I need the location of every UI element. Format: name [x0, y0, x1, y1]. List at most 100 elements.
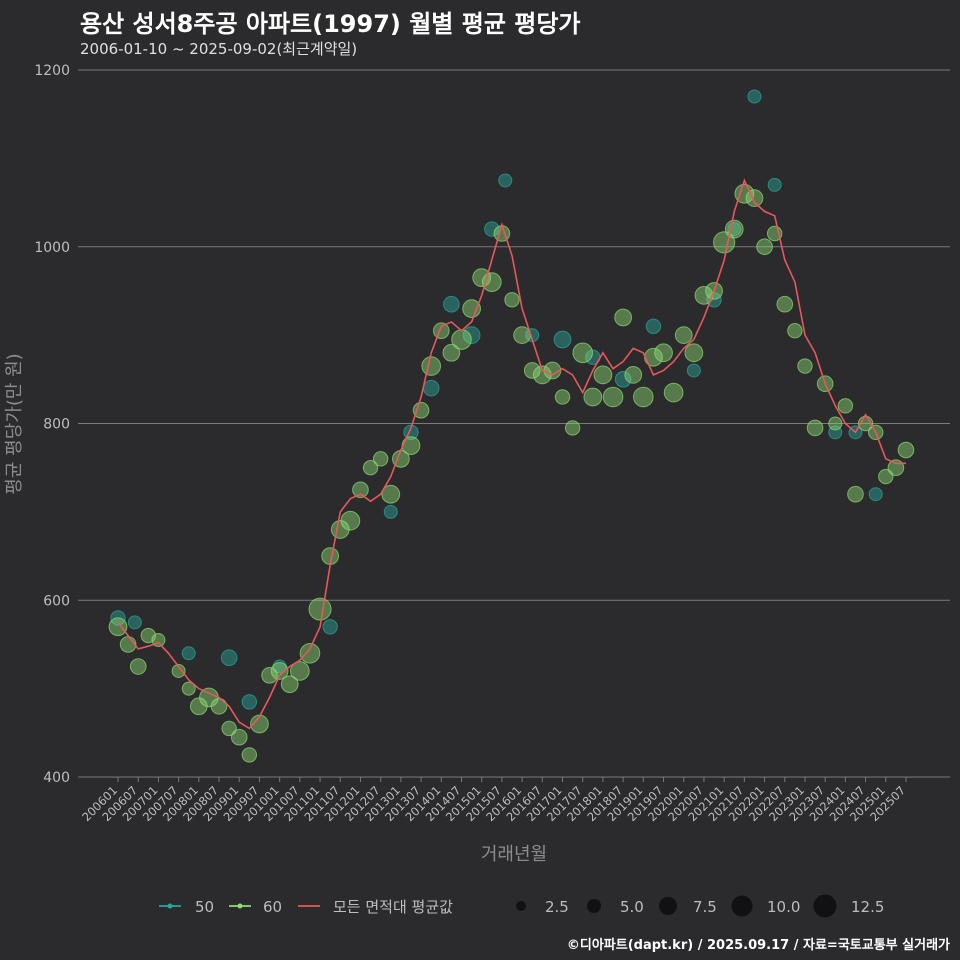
y-tick-label: 800: [43, 417, 70, 433]
legend-size-circle: [659, 897, 677, 915]
data-point-60: [663, 382, 684, 403]
legend-label: 모든 면적대 평균값: [333, 898, 453, 916]
data-point-60: [887, 459, 905, 477]
data-point-60: [837, 398, 854, 414]
data-point-60: [362, 459, 379, 476]
legend-size-circle: [516, 901, 526, 911]
data-point-60: [299, 642, 321, 664]
data-point-60: [806, 419, 824, 437]
data-point-60: [523, 362, 541, 379]
chart-title: 용산 성서8주공 아파트(1997) 월별 평균 평당가: [80, 10, 581, 38]
legend-size-circle: [731, 895, 753, 917]
data-point-60: [401, 436, 421, 455]
data-point-60: [261, 667, 278, 684]
data-point-60: [462, 299, 481, 318]
bubble-layer: [108, 89, 915, 763]
data-point-60: [776, 295, 794, 313]
data-point-50: [241, 694, 258, 710]
data-point-60: [270, 662, 289, 680]
data-point-60: [210, 697, 228, 715]
legend-size-label: 12.5: [851, 898, 884, 916]
data-point-60: [280, 675, 299, 694]
data-point-60: [674, 326, 693, 344]
legend: 50 60 모든 면적대 평균값 2.5 5.0 7.5 10.0 12.5: [159, 894, 884, 918]
legend-size-label: 7.5: [693, 898, 717, 916]
legend-label: 60: [263, 898, 282, 916]
data-point-60: [847, 485, 864, 503]
data-point-60: [724, 219, 744, 239]
legend-label: 50: [195, 898, 214, 916]
data-point-60: [633, 386, 654, 408]
data-point-60: [250, 714, 269, 734]
y-tick-label: 1000: [34, 240, 70, 256]
data-point-50: [614, 370, 632, 388]
data-point-60: [308, 597, 332, 621]
y-tick-label: 400: [43, 770, 70, 786]
y-tick-label: 600: [43, 593, 70, 609]
data-point-60: [745, 189, 764, 208]
data-point-60: [442, 343, 461, 362]
y-axis-title: 평균 평당가(만 원): [4, 353, 25, 494]
data-point-50: [484, 221, 500, 237]
data-point-60: [221, 720, 237, 737]
data-point-60: [787, 323, 803, 339]
data-point-50: [181, 646, 196, 661]
data-point-60: [372, 451, 389, 467]
data-point-60: [451, 329, 472, 350]
legend-size-circle: [587, 899, 601, 913]
data-point-50: [868, 487, 883, 502]
data-point-60: [352, 481, 369, 499]
data-point-50: [220, 649, 238, 667]
legend-size-label: 5.0: [620, 898, 644, 916]
data-point-60: [504, 292, 520, 308]
average-line: [117, 178, 906, 730]
data-point-60: [614, 308, 632, 327]
average-line-layer: [117, 178, 906, 730]
data-point-60: [878, 468, 894, 485]
legend-key-dot: [237, 903, 243, 909]
data-point-60: [513, 326, 531, 344]
data-point-60: [412, 401, 430, 419]
data-point-60: [572, 342, 594, 364]
data-point-50: [127, 615, 142, 630]
data-point-60: [289, 661, 310, 681]
chart-subtitle: 2006-01-10 ~ 2025-09-02(최근계약일): [80, 40, 358, 58]
data-point-60: [654, 343, 673, 363]
data-point-50: [645, 318, 662, 334]
data-point-50: [322, 619, 338, 635]
legend-size-circle: [813, 894, 837, 918]
data-point-60: [684, 343, 704, 363]
data-point-50: [383, 504, 398, 519]
data-point-50: [443, 295, 460, 313]
data-point-50: [553, 330, 572, 349]
source-credit: ©디아파트(dapt.kr) / 2025.09.17 / 자료=국토교통부 실…: [566, 938, 950, 953]
data-point-60: [897, 441, 915, 459]
legend-size-label: 10.0: [767, 898, 800, 916]
y-tick-labels: 400 600 800 1000 1200: [34, 63, 70, 786]
data-point-60: [554, 389, 571, 405]
data-point-50: [767, 177, 782, 192]
data-point-60: [828, 416, 843, 431]
data-point-50: [747, 89, 762, 104]
data-point-60: [171, 663, 186, 678]
legend-key-dot: [167, 903, 173, 909]
data-point-60: [624, 366, 643, 384]
data-point-60: [119, 636, 137, 653]
data-point-50: [422, 379, 440, 397]
data-point-60: [241, 747, 258, 763]
data-point-60: [602, 386, 624, 408]
data-point-60: [129, 658, 147, 675]
data-point-60: [432, 322, 450, 340]
y-tick-label: 1200: [34, 63, 70, 79]
data-point-60: [583, 387, 603, 407]
x-axis-title: 거래년월: [481, 844, 547, 865]
data-point-60: [381, 484, 401, 504]
data-point-60: [230, 728, 248, 746]
data-point-50: [498, 173, 513, 188]
data-point-60: [564, 420, 581, 436]
data-point-60: [340, 510, 361, 531]
data-point-50: [686, 363, 701, 378]
data-point-60: [181, 681, 196, 696]
data-point-60: [108, 617, 128, 637]
